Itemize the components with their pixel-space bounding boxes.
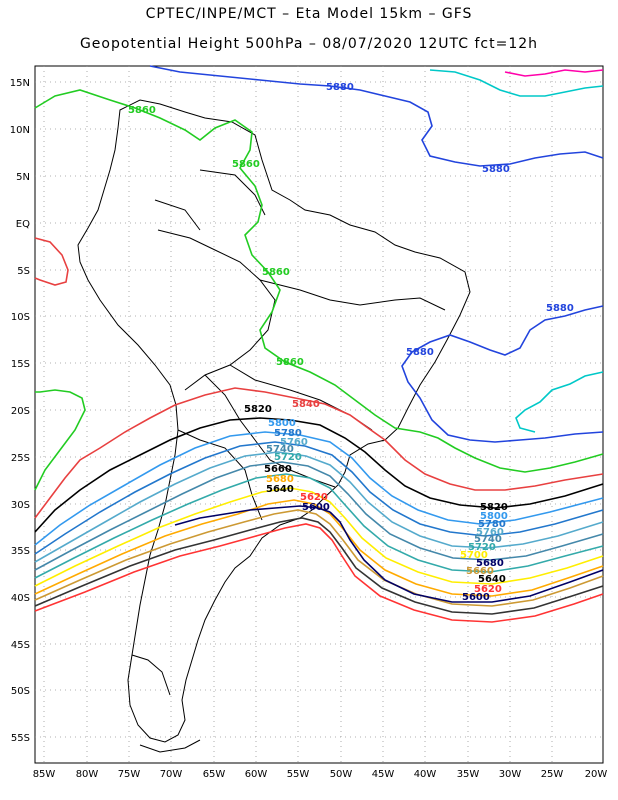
label-5760-east: 5760: [476, 527, 504, 538]
label-5640-east: 5640: [478, 574, 506, 585]
label-5820-east: 5820: [480, 502, 508, 513]
label-5620-east: 5620: [474, 584, 502, 595]
label-5660-east: 5660: [466, 566, 494, 577]
contour-5800: [34, 431, 604, 546]
label-5720-west: 5720: [274, 452, 302, 463]
lat-label: 45S: [11, 640, 30, 651]
lon-label: 50W: [330, 769, 353, 780]
lat-label: 20S: [11, 406, 30, 417]
contour-5680: [34, 499, 604, 597]
contour-5700: [34, 487, 604, 587]
height-contours: [34, 65, 604, 623]
label-5800-west: 5800: [268, 418, 296, 429]
label-5620-west: 5620: [300, 492, 328, 503]
map-frame: [34, 65, 604, 764]
label-5640-west: 5640: [266, 484, 294, 495]
contour-5860: [34, 89, 604, 473]
label-5880-east: 5880: [482, 164, 510, 175]
map-title-line-2: Geopotential Height 500hPa – 08/07/2020 …: [79, 36, 539, 52]
contour-5880-south-cyan: [515, 371, 604, 433]
contour-5600-west: [174, 505, 331, 526]
lat-label: 15N: [10, 78, 30, 89]
contour-5640: [34, 517, 604, 615]
contour-5900: [504, 69, 604, 77]
lon-label: 45W: [372, 769, 395, 780]
label-5860-central: 5860: [262, 267, 290, 278]
lat-label: 10S: [11, 312, 30, 323]
lat-label: 5S: [17, 266, 30, 277]
lon-label: 70W: [160, 769, 183, 780]
label-5780-east: 5780: [478, 519, 506, 530]
lat-label: 25S: [11, 453, 30, 464]
contour-5600: [329, 511, 604, 603]
label-5600-west: 5600: [302, 502, 330, 513]
lat-label: 50S: [11, 686, 30, 697]
longitude-axis: 85W 80W 75W 70W 65W 60W 55W 50W 45W 40W …: [33, 769, 608, 780]
lon-label: 65W: [203, 769, 226, 780]
label-5880-brazil: 5880: [406, 347, 434, 358]
label-5860-south: 5860: [276, 357, 304, 368]
contour-5880-north-cyan: [429, 69, 604, 97]
label-5860-amazon: 5860: [232, 159, 260, 170]
lon-label: 85W: [33, 769, 56, 780]
label-5860-north: 5860: [128, 105, 156, 116]
contour-5760: [34, 451, 604, 563]
contour-5720: [34, 473, 604, 579]
lat-label: 30S: [11, 500, 30, 511]
lon-label: 20W: [585, 769, 608, 780]
label-5660-west: 5660: [264, 464, 292, 475]
label-5680-west: 5680: [266, 474, 294, 485]
lat-label: 15S: [11, 359, 30, 370]
contour-5880-south: [401, 305, 604, 443]
lon-label: 35W: [457, 769, 480, 780]
lat-label: 10N: [10, 125, 30, 136]
label-5800-east: 5800: [480, 511, 508, 522]
lat-label: 55S: [11, 733, 30, 744]
contour-5740: [34, 461, 604, 571]
contour-labels: 5880 5880 5880 5880 5860 5860 5860 5860 …: [128, 82, 574, 603]
label-5680-east: 5680: [476, 558, 504, 569]
map-title-line-1: CPTEC/INPE/MCT – Eta Model 15km – GFS: [145, 6, 473, 22]
contour-5880-north: [149, 65, 604, 167]
label-5740-west: 5740: [266, 444, 294, 455]
lon-label: 30W: [499, 769, 522, 780]
lon-label: 25W: [541, 769, 564, 780]
label-5760-west: 5760: [280, 437, 308, 448]
label-5880-atlantic: 5880: [546, 303, 574, 314]
contour-5660: [34, 509, 604, 607]
contour-5840-west-lobe: [34, 237, 69, 286]
contour-5620: [34, 523, 604, 623]
label-5880-north: 5880: [326, 82, 354, 93]
label-5720-east: 5720: [468, 542, 496, 553]
lat-label: 35S: [11, 546, 30, 557]
lat-label: EQ: [16, 219, 30, 230]
graticule: [35, 66, 603, 763]
lat-label: 40S: [11, 593, 30, 604]
lon-label: 75W: [118, 769, 141, 780]
lon-label: 55W: [287, 769, 310, 780]
contour-5780: [34, 441, 604, 555]
label-5740-east: 5740: [474, 534, 502, 545]
contour-5860-west: [34, 389, 86, 491]
label-5820-west: 5820: [244, 404, 272, 415]
label-5700-east: 5700: [460, 550, 488, 561]
lon-label: 80W: [76, 769, 99, 780]
label-5600-east: 5600: [462, 592, 490, 603]
lon-label: 40W: [414, 769, 437, 780]
label-5780-west: 5780: [274, 428, 302, 439]
label-5840: 5840: [292, 399, 320, 410]
latitude-axis: 15N 10N 5N EQ 5S 10S 15S 20S 25S 30S 35S…: [10, 78, 30, 744]
lat-label: 5N: [16, 172, 30, 183]
contour-5840-north: [34, 387, 604, 519]
lon-label: 60W: [245, 769, 268, 780]
contour-5820: [34, 417, 604, 533]
